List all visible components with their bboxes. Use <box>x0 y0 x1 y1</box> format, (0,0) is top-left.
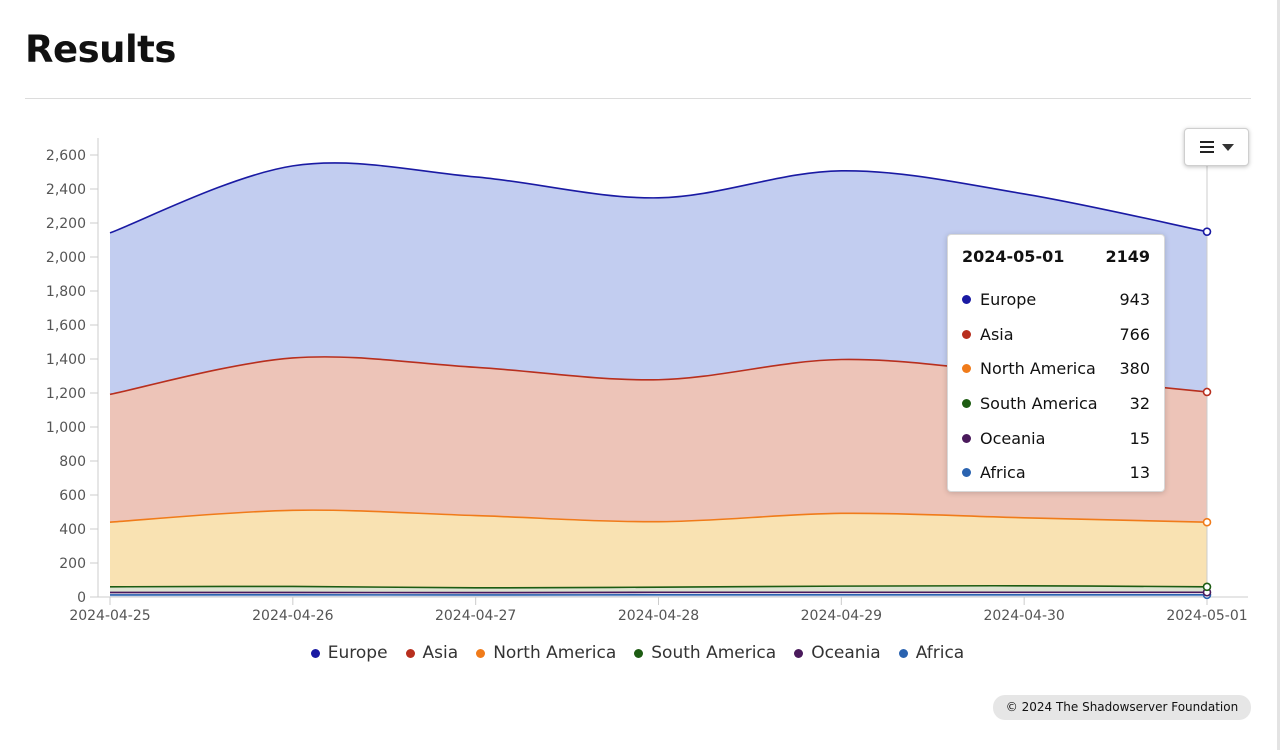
legend-label: South America <box>651 643 777 663</box>
tooltip-series-value: 943 <box>1119 289 1150 309</box>
tooltip-row: Asia 766 <box>962 317 1150 352</box>
legend-dot-icon <box>310 648 320 658</box>
window-edge <box>1277 0 1280 750</box>
tooltip-row: North America 380 <box>962 351 1150 386</box>
tooltip-row: Oceania 15 <box>962 421 1150 456</box>
y-tick-label: 1,600 <box>46 318 86 334</box>
area-chart: 0 200 400 600 800 1,000 1,200 1,400 1,600 1,800 2,… <box>46 138 1248 624</box>
tooltip-series-name: Africa <box>980 463 1026 483</box>
chart-legend: Europe Asia North America South America Ocea… <box>0 643 1275 663</box>
legend-label: Asia <box>422 643 459 663</box>
series-dot-icon <box>962 329 971 339</box>
legend-item-south-america[interactable]: South America <box>634 643 776 663</box>
marker-europe <box>1202 227 1212 236</box>
tooltip-series-name: Oceania <box>980 428 1046 448</box>
tooltip-header: 2024-05-01 2149 <box>962 247 1150 269</box>
tooltip-series-value: 766 <box>1119 324 1150 344</box>
series-dot-icon <box>962 294 971 304</box>
y-tick-label: 800 <box>59 454 86 470</box>
line-europe <box>109 162 1208 234</box>
y-tick-label: 2,600 <box>46 148 86 164</box>
chart-menu-button[interactable] <box>1184 128 1249 166</box>
legend-label: Africa <box>915 643 965 663</box>
x-tick-label: 2024-04-29 <box>801 608 882 624</box>
y-tick-label: 200 <box>59 556 86 572</box>
tooltip-series-name: North America <box>980 359 1096 379</box>
y-tick-label: 1,400 <box>46 352 86 368</box>
legend-dot-icon <box>476 648 486 658</box>
legend-item-asia[interactable]: Asia <box>405 643 459 663</box>
x-tick-label: 2024-04-28 <box>618 608 699 624</box>
tooltip-row: Europe 943 <box>962 282 1150 317</box>
area-north-america <box>110 510 1207 588</box>
marker-asia <box>1202 387 1212 397</box>
tooltip-series-value: 15 <box>1129 428 1150 448</box>
tooltip-row: South America 32 <box>962 386 1150 421</box>
tooltip-series-value: 380 <box>1119 359 1150 379</box>
series-areas <box>110 162 1207 597</box>
marker-south-america <box>1202 582 1212 592</box>
y-tick-label: 0 <box>77 590 86 606</box>
tooltip-series-name: Europe <box>980 289 1037 309</box>
x-tick-label: 2024-05-01 <box>1166 608 1247 624</box>
legend-item-africa[interactable]: Africa <box>898 643 965 663</box>
y-tick-label: 1,200 <box>46 386 86 402</box>
tooltip-series-value: 13 <box>1129 463 1150 483</box>
y-tick-label: 600 <box>59 488 86 504</box>
hamburger-menu-icon <box>1199 141 1214 153</box>
tooltip-series-value: 32 <box>1129 393 1150 413</box>
x-tick-label: 2024-04-25 <box>69 608 150 624</box>
series-dot-icon <box>962 433 971 443</box>
area-europe <box>110 162 1207 395</box>
chart-axes: 0 200 400 600 800 1,000 1,200 1,400 1,600 1,800 2,… <box>46 138 1248 624</box>
y-tick-label: 2,200 <box>46 216 86 232</box>
y-tick-label: 2,400 <box>46 182 86 198</box>
y-tick-label: 400 <box>59 522 86 538</box>
legend-dot-icon <box>898 648 908 658</box>
x-tick-label: 2024-04-27 <box>435 608 516 624</box>
legend-dot-icon <box>634 648 644 658</box>
area-asia <box>110 356 1207 523</box>
tooltip-series-name: South America <box>980 393 1098 413</box>
y-tick-label: 1,800 <box>46 284 86 300</box>
legend-dot-icon <box>794 648 804 658</box>
legend-label: Oceania <box>811 643 881 663</box>
legend-label: North America <box>493 643 617 663</box>
legend-label: Europe <box>327 643 388 663</box>
series-dot-icon <box>962 398 971 408</box>
series-lines <box>109 162 1208 596</box>
chart-tooltip: 2024-05-01 2149 Europe 943 Asia 766 North Am… <box>947 234 1165 492</box>
x-tick-label: 2024-04-30 <box>983 608 1064 624</box>
line-north-america <box>109 509 1208 523</box>
series-dot-icon <box>962 468 971 478</box>
line-south-america <box>109 584 1208 589</box>
tooltip-row: Africa 13 <box>962 455 1150 490</box>
page-title: Results <box>25 28 176 71</box>
legend-item-oceania[interactable]: Oceania <box>794 643 881 663</box>
marker-north-america <box>1202 517 1212 527</box>
series-dot-icon <box>962 364 971 374</box>
legend-item-europe[interactable]: Europe <box>310 643 388 663</box>
tooltip-total: 2149 <box>1105 247 1150 266</box>
x-tick-label: 2024-04-26 <box>252 608 333 624</box>
legend-dot-icon <box>405 648 415 658</box>
caret-down-icon <box>1221 143 1234 151</box>
y-tick-label: 2,000 <box>46 250 86 266</box>
tooltip-series-name: Asia <box>980 324 1014 344</box>
hover-markers <box>1202 227 1212 600</box>
title-divider <box>25 98 1251 99</box>
legend-item-north-america[interactable]: North America <box>476 643 616 663</box>
y-tick-label: 1,000 <box>46 420 86 436</box>
credits-badge[interactable]: © 2024 The Shadowserver Foundation <box>993 695 1251 720</box>
tooltip-date: 2024-05-01 <box>962 247 1065 266</box>
